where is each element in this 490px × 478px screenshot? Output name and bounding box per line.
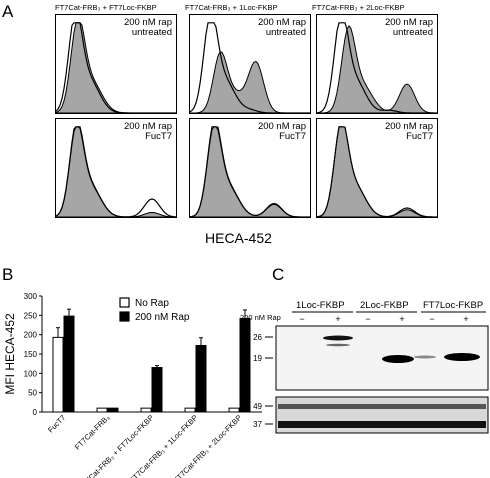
y-tick-label: 200 bbox=[24, 331, 38, 340]
histogram-outline-curve bbox=[56, 126, 176, 217]
histogram-filled-curve bbox=[190, 51, 310, 113]
blot-group-label-1: 1Loc-FKBP bbox=[296, 300, 345, 311]
x-category-label: FucT7 bbox=[46, 413, 67, 434]
lane-sign: + bbox=[399, 314, 404, 324]
histogram-r1-c3: 200 nM rap untreated bbox=[316, 14, 438, 114]
panel-a-letter: A bbox=[2, 2, 14, 21]
panel-c-letter: C bbox=[272, 265, 285, 284]
histogram-label: 200 nM rap untreated bbox=[258, 18, 306, 38]
lane-sign: − bbox=[429, 314, 434, 324]
panel-a-col-title-1: FT7Cat-FRB₃ + FT7Loc-FKBP bbox=[55, 3, 157, 12]
bar-no-rap bbox=[140, 407, 152, 413]
x-category-label: FT7Cat-FRB₃ bbox=[73, 413, 112, 452]
blot-band bbox=[414, 355, 436, 359]
histogram-label-line1: 200 nM rap bbox=[257, 17, 306, 28]
bar-rap bbox=[63, 315, 75, 413]
panel-b-letter: B bbox=[2, 265, 14, 284]
y-axis-label: MFI HECA-452 bbox=[3, 313, 17, 395]
histogram-label: 200 nM rap untreated bbox=[124, 18, 172, 38]
histogram-r2-c1: 200 nM rap FucT7 bbox=[55, 118, 177, 218]
bar-no-rap bbox=[228, 407, 240, 413]
histogram-outline-curve bbox=[56, 22, 176, 113]
bar-rap bbox=[195, 344, 207, 413]
histogram-label-line2: FucT7 bbox=[145, 131, 172, 142]
panel-a-col-title-2: FT7Cat-FRB₃ + 1Loc-FKBP bbox=[185, 3, 278, 12]
histogram-label-line1: 200 nM rap bbox=[384, 121, 433, 132]
y-tick-label: 300 bbox=[24, 292, 38, 301]
histogram-label-line1: 200 nM rap bbox=[123, 121, 172, 132]
y-tick-label: 250 bbox=[24, 311, 38, 320]
blot-group-label-2: 2Loc-FKBP bbox=[360, 300, 409, 311]
blot-band bbox=[444, 353, 480, 361]
blot-band bbox=[323, 335, 353, 341]
histogram-label-line2: untreated bbox=[392, 27, 433, 38]
histogram-label-line2: FucT7 bbox=[406, 131, 433, 142]
lane-sign: + bbox=[335, 314, 340, 324]
histogram-label-line1: 200 nM rap bbox=[123, 17, 172, 28]
histogram-label-line2: untreated bbox=[265, 27, 306, 38]
marker-label: 49 bbox=[253, 402, 262, 411]
histogram-outline-curve bbox=[317, 126, 437, 217]
panel-c-western-blot: − + − + − +26 19 49 37 bbox=[253, 311, 489, 434]
panel-a-xlabel: HECA-452 bbox=[205, 230, 272, 246]
histogram-filled-curve bbox=[56, 22, 176, 113]
bar-rap bbox=[107, 407, 119, 413]
lane-sign: − bbox=[365, 314, 370, 324]
legend-swatch bbox=[119, 311, 130, 322]
histogram-outline-curve bbox=[190, 126, 310, 217]
marker-label: 19 bbox=[253, 354, 262, 363]
histogram-label: 200 nM rap FucT7 bbox=[258, 122, 306, 142]
y-tick-label: 50 bbox=[28, 389, 37, 398]
histogram-label-line2: FucT7 bbox=[279, 131, 306, 142]
bar-no-rap bbox=[52, 336, 64, 413]
histogram-r2-c2: 200 nM rap FucT7 bbox=[189, 118, 311, 218]
histogram-r1-c1: 200 nM rap untreated bbox=[55, 14, 177, 114]
lane-sign: + bbox=[463, 314, 468, 324]
histogram-outline-curve bbox=[190, 22, 310, 113]
histogram-label: 200 nM rap FucT7 bbox=[385, 122, 433, 142]
legend-swatch bbox=[119, 297, 130, 308]
y-tick-label: 0 bbox=[33, 408, 38, 417]
y-tick-label: 100 bbox=[24, 369, 38, 378]
marker-label: 26 bbox=[253, 333, 262, 342]
histogram-label-line1: 200 nM rap bbox=[257, 121, 306, 132]
histogram-label: 200 nM rap untreated bbox=[385, 18, 433, 38]
blot-band bbox=[326, 343, 350, 347]
histogram-label-line2: untreated bbox=[131, 27, 172, 38]
bar-rap bbox=[151, 367, 163, 413]
legend-label: 200 nM Rap bbox=[135, 312, 190, 323]
marker-label: 37 bbox=[253, 420, 262, 429]
panel-b-bar-chart: 0 50 100 150 200 250 300 MFI HECA-452 FucT7 FT7Ca… bbox=[3, 292, 262, 478]
legend-label: No Rap bbox=[135, 298, 169, 309]
histogram-outline-curve bbox=[317, 22, 437, 113]
blot-band bbox=[382, 355, 414, 363]
histogram-filled-curve bbox=[317, 24, 437, 113]
blot-treatment-label: 200 nM Rap bbox=[240, 313, 281, 322]
lane-sign: − bbox=[299, 314, 304, 324]
histogram-r2-c3: 200 nM rap FucT7 bbox=[316, 118, 438, 218]
blot-band bbox=[278, 421, 486, 428]
blot-band bbox=[278, 404, 486, 409]
y-tick-label: 150 bbox=[24, 350, 38, 359]
bar-no-rap bbox=[184, 407, 196, 413]
histogram-label: 200 nM rap FucT7 bbox=[124, 122, 172, 142]
histogram-label-line1: 200 nM rap bbox=[384, 17, 433, 28]
histogram-r1-c2: 200 nM rap untreated bbox=[189, 14, 311, 114]
blot-group-label-3: FT7Loc-FKBP bbox=[423, 300, 484, 311]
panel-a-col-title-3: FT7Cat-FRB₃ + 2Loc-FKBP bbox=[312, 3, 405, 12]
bar-no-rap bbox=[96, 407, 108, 413]
